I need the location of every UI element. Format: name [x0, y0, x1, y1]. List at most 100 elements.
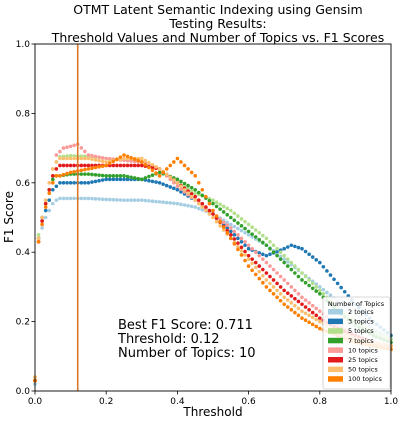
data-point — [107, 161, 112, 166]
data-point — [200, 208, 205, 212]
data-point — [100, 197, 105, 202]
data-point — [83, 181, 87, 185]
data-point — [257, 251, 262, 255]
data-point — [122, 153, 126, 157]
data-point — [246, 253, 251, 258]
data-point — [293, 288, 297, 293]
data-point — [282, 302, 287, 307]
data-point — [236, 236, 240, 241]
data-point — [196, 181, 201, 185]
data-point — [307, 301, 311, 305]
legend-label: 100 topics — [348, 375, 383, 383]
data-point — [93, 197, 98, 201]
data-point — [278, 274, 283, 279]
data-point — [157, 181, 162, 185]
data-point — [229, 215, 233, 220]
data-point — [164, 200, 169, 205]
data-point — [83, 196, 87, 201]
legend-swatch — [328, 337, 343, 344]
data-point — [154, 199, 158, 204]
data-point — [303, 298, 308, 302]
data-point — [51, 201, 55, 206]
data-point — [118, 163, 123, 168]
data-point — [221, 225, 226, 230]
data-point — [179, 160, 183, 164]
data-point — [97, 173, 101, 177]
data-point — [207, 199, 212, 203]
data-point — [115, 157, 119, 162]
data-point — [68, 181, 73, 185]
data-point — [51, 181, 55, 185]
data-point — [221, 204, 226, 209]
data-point — [275, 271, 279, 275]
data-point — [261, 280, 265, 285]
data-point — [211, 215, 215, 220]
data-point — [54, 153, 59, 157]
data-point — [100, 164, 105, 168]
x-tick-label: 0.4 — [170, 397, 185, 407]
data-point — [296, 267, 301, 272]
data-point — [310, 315, 315, 320]
data-point — [250, 232, 254, 236]
data-point — [207, 201, 212, 206]
legend-label: 3 topics — [348, 318, 374, 326]
data-point — [221, 228, 226, 232]
legend-swatch — [328, 309, 343, 315]
data-point — [264, 271, 269, 275]
annotation-best-f1: Best F1 Score: 0.711 — [118, 318, 253, 333]
data-point — [225, 220, 230, 225]
data-point — [246, 246, 251, 251]
data-point — [79, 181, 84, 185]
data-point — [211, 212, 215, 216]
data-point — [93, 165, 98, 170]
data-point — [111, 197, 116, 202]
data-point — [61, 172, 66, 177]
data-point — [200, 205, 205, 209]
data-point — [253, 260, 258, 265]
data-point — [97, 158, 101, 163]
data-point — [257, 237, 262, 242]
legend-label: 10 topics — [348, 346, 378, 354]
data-point — [136, 198, 141, 202]
y-tick-label: 0.8 — [16, 109, 31, 119]
data-point — [58, 156, 62, 161]
legend-title: Number of Topics — [328, 300, 385, 308]
data-point — [200, 193, 205, 198]
data-point — [147, 174, 151, 179]
data-point — [61, 146, 66, 150]
data-point — [140, 156, 144, 161]
legend-swatch — [328, 357, 343, 363]
legend-label: 50 topics — [348, 366, 378, 374]
data-point — [239, 224, 244, 228]
data-point — [225, 206, 230, 211]
data-point — [179, 184, 183, 189]
data-point — [189, 189, 194, 193]
data-point — [300, 278, 304, 282]
data-point — [211, 198, 215, 202]
data-point — [300, 246, 304, 251]
data-point — [232, 211, 237, 216]
data-point — [36, 233, 41, 237]
data-point — [132, 163, 137, 168]
data-point — [310, 303, 315, 308]
data-point — [154, 171, 158, 175]
data-point — [321, 292, 326, 296]
y-tick-label: 0.2 — [16, 318, 30, 328]
data-point — [282, 246, 287, 251]
data-point — [285, 305, 290, 309]
data-point — [325, 269, 329, 273]
data-point — [289, 243, 294, 248]
data-point — [65, 196, 69, 201]
data-point — [79, 196, 84, 201]
data-point — [243, 243, 247, 248]
data-point — [129, 198, 133, 202]
data-point — [239, 245, 244, 250]
data-point — [282, 295, 287, 300]
data-point — [303, 305, 308, 309]
data-point — [264, 260, 269, 265]
data-point — [86, 153, 91, 157]
data-point — [261, 267, 265, 272]
data-point — [40, 215, 44, 220]
data-point — [214, 200, 219, 205]
